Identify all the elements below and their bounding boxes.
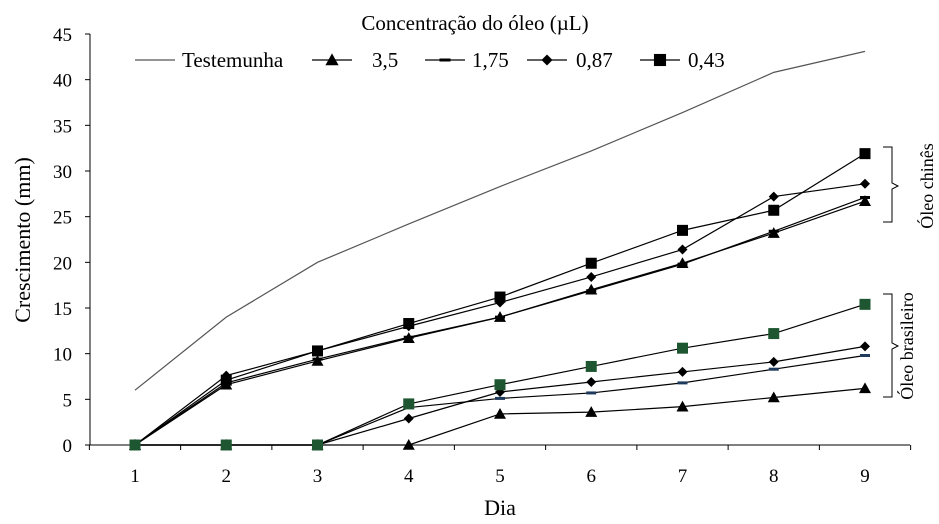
data-point-brasileiro-0-87 bbox=[586, 376, 597, 387]
data-point-brasileiro-0-43 bbox=[768, 328, 780, 340]
series-layer bbox=[129, 50, 871, 451]
x-tick-label: 2 bbox=[222, 466, 232, 487]
data-point-brasileiro-3-5 bbox=[859, 382, 871, 394]
x-tick-label: 3 bbox=[313, 466, 323, 487]
data-point-brasileiro-1-75 bbox=[586, 391, 597, 395]
y-tick-label: 0 bbox=[63, 436, 73, 457]
data-point-brasileiro-0-43 bbox=[220, 439, 232, 451]
y-tick-label: 40 bbox=[53, 71, 72, 92]
legend-marker-square bbox=[653, 53, 667, 67]
data-point-brasileiro-0-43 bbox=[585, 360, 597, 372]
series-chines-0-43 bbox=[129, 148, 871, 451]
y-tick-label: 15 bbox=[53, 299, 72, 320]
data-point-brasileiro-1-75 bbox=[768, 367, 779, 371]
group-label-oleo-chines: Óleo chinês bbox=[916, 143, 937, 228]
legend-item: 1,75 bbox=[425, 48, 509, 72]
data-point-chines-1-75 bbox=[495, 315, 505, 319]
legend-marker-triangle bbox=[325, 53, 339, 66]
data-point-chines-0-87 bbox=[768, 191, 779, 202]
series-Testemunha bbox=[134, 50, 866, 391]
legend-item: 3,5 bbox=[312, 48, 398, 72]
legend-label: 3,5 bbox=[372, 48, 398, 72]
data-point-brasileiro-0-43 bbox=[494, 379, 506, 391]
data-point-chines-0-43 bbox=[768, 204, 780, 216]
x-tick-label: 8 bbox=[769, 466, 779, 487]
series-brasileiro-0-43 bbox=[129, 298, 871, 451]
data-point-brasileiro-3-5 bbox=[767, 391, 780, 403]
legend-item: Testemunha bbox=[135, 48, 284, 72]
y-axis-title: Crescimento (mm) bbox=[10, 157, 35, 323]
x-tick-label: 7 bbox=[678, 466, 688, 487]
x-ticks: 1 2 3 4 5 6 7 8 9 bbox=[88, 445, 912, 487]
data-point-brasileiro-1-75 bbox=[677, 381, 688, 385]
legend-label: Testemunha bbox=[182, 48, 284, 72]
group-label-oleo-brasileiro: Óleo brasileiro bbox=[896, 292, 917, 399]
data-point-brasileiro-3-5 bbox=[494, 407, 506, 419]
bracket-oleo-brasileiro bbox=[883, 293, 900, 398]
legend-marker-diamond bbox=[541, 54, 553, 66]
data-point-brasileiro-3-5 bbox=[402, 439, 415, 450]
legend-label: 1,75 bbox=[472, 48, 509, 72]
y-tick-label: 5 bbox=[63, 390, 73, 411]
x-axis-title: Dia bbox=[484, 495, 516, 520]
x-tick-label: 9 bbox=[860, 466, 870, 487]
y-tick-label: 20 bbox=[53, 253, 72, 274]
legend-items: Testemunha 3,5 1,75 0,87 0,43 bbox=[135, 48, 725, 72]
data-point-brasileiro-1-75 bbox=[495, 396, 505, 400]
data-point-chines-0-43 bbox=[585, 257, 597, 269]
data-point-chines-1-75 bbox=[677, 262, 688, 266]
data-point-brasileiro-0-87 bbox=[768, 356, 779, 367]
y-tick-label: 35 bbox=[53, 116, 72, 137]
data-point-chines-0-87 bbox=[860, 178, 870, 189]
data-point-chines-0-43 bbox=[859, 148, 871, 160]
data-point-brasileiro-3-5 bbox=[676, 400, 689, 412]
series-brasileiro-0-87 bbox=[130, 341, 870, 450]
data-point-brasileiro-0-87 bbox=[860, 341, 870, 352]
data-point-brasileiro-0-43 bbox=[312, 439, 323, 451]
bracket-oleo-chines bbox=[883, 146, 900, 223]
x-tick-label: 1 bbox=[130, 466, 140, 487]
data-point-brasileiro-1-75 bbox=[860, 353, 870, 357]
legend-item: 0,87 bbox=[527, 48, 613, 72]
data-point-chines-1-75 bbox=[586, 289, 597, 293]
data-point-chines-0-43 bbox=[677, 224, 688, 236]
series-line-Testemunha bbox=[134, 50, 866, 391]
y-tick-label: 10 bbox=[53, 345, 72, 366]
series-brasileiro-1-75 bbox=[130, 353, 870, 447]
data-point-chines-0-43 bbox=[494, 291, 506, 303]
legend-label: 0,87 bbox=[576, 48, 613, 72]
legend-label: 0,43 bbox=[688, 48, 725, 72]
data-point-chines-1-75 bbox=[312, 357, 323, 361]
legend-title: Concentração do óleo (µL) bbox=[361, 11, 588, 35]
data-point-brasileiro-0-87 bbox=[677, 366, 688, 377]
data-point-brasileiro-0-87 bbox=[403, 413, 414, 424]
legend-marker-dash bbox=[439, 58, 451, 62]
data-point-chines-0-43 bbox=[312, 345, 323, 357]
data-point-chines-3-5 bbox=[859, 195, 871, 206]
data-point-brasileiro-0-43 bbox=[403, 398, 415, 410]
data-point-chines-0-43 bbox=[403, 318, 415, 330]
data-point-chines-0-43 bbox=[220, 374, 232, 386]
x-tick-label: 5 bbox=[495, 466, 505, 487]
y-tick-label: 30 bbox=[53, 162, 72, 183]
legend-item: 0,43 bbox=[640, 48, 725, 72]
data-point-chines-1-75 bbox=[860, 195, 870, 199]
data-point-brasileiro-0-43 bbox=[859, 298, 871, 310]
legend: Concentração do óleo (µL) Testemunha 3,5 1… bbox=[135, 11, 725, 72]
y-tick-label: 25 bbox=[53, 208, 72, 229]
series-line-brasileiro-1-75 bbox=[135, 354, 866, 446]
data-point-chines-1-75 bbox=[403, 335, 414, 339]
data-point-chines-1-75 bbox=[768, 229, 779, 233]
data-point-chines-0-87 bbox=[586, 271, 597, 282]
data-point-brasileiro-3-5 bbox=[585, 406, 598, 417]
data-point-chines-0-87 bbox=[677, 244, 688, 255]
data-point-brasileiro-0-43 bbox=[129, 439, 141, 451]
y-ticks: 0 5 10 15 20 25 30 35 40 45 bbox=[53, 25, 90, 457]
data-point-brasileiro-0-43 bbox=[677, 342, 688, 354]
y-tick-label: 45 bbox=[53, 25, 72, 46]
group-brackets: Óleo chinês Óleo brasileiro bbox=[883, 143, 937, 400]
x-tick-label: 4 bbox=[404, 466, 414, 487]
x-tick-label: 6 bbox=[587, 466, 597, 487]
